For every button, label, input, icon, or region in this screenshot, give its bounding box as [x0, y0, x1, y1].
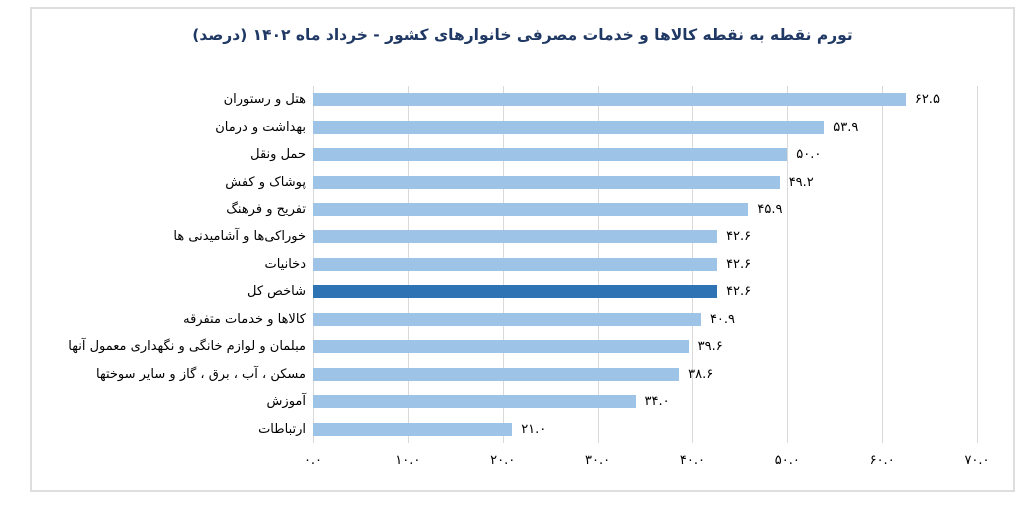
value-label: ۲۱.۰ — [521, 421, 547, 437]
category-label: شاخص کل — [247, 284, 306, 300]
plot-area: ۶۲.۵ ۵۳.۹ ۵۰.۰ ۴۹.۲ ۴۵.۹ ۴۲.۶ ۴۲.۶ ۴۲.۶ ۴۰.۹ ۳۹.۶… — [313, 86, 978, 443]
chart-title: تورم نقطه به نقطه کالاها و خدمات مصرفی خ… — [192, 26, 853, 44]
value-label: ۴۲.۶ — [726, 256, 752, 272]
category-label: بهداشت و درمان — [215, 119, 306, 135]
x-axis: ۰.۰ ۱۰.۰ ۲۰.۰ ۳۰.۰ ۴۰.۰ ۵۰.۰ ۶۰.۰ ۷۰.۰ — [304, 453, 990, 475]
category-label: آموزش — [266, 394, 306, 410]
category-label-row: مسکن ، آب ، برق ، گاز و سایر سوختها — [40, 361, 306, 388]
category-label-row: دخانیات — [40, 251, 306, 278]
bar — [313, 257, 718, 271]
gridline — [787, 86, 789, 443]
bar-row: ۴۲.۶ — [313, 223, 977, 250]
value-label: ۶۲.۵ — [914, 92, 940, 108]
gridline — [882, 86, 884, 443]
gridline — [977, 86, 978, 443]
x-tick-label: ۲۰.۰ — [490, 453, 516, 468]
category-axis: هتل و رستوران بهداشت و درمان حمل ونقل پوشاک… — [40, 86, 306, 443]
category-label: ارتباطات — [258, 421, 306, 437]
x-tick-label: ۴۰.۰ — [679, 453, 705, 468]
bar — [313, 230, 718, 244]
bar-row: ۵۳.۹ — [313, 113, 977, 140]
category-label-row: حمل ونقل — [40, 141, 306, 168]
x-tick-label: ۷۰.۰ — [964, 453, 990, 468]
value-label: ۵۳.۹ — [833, 119, 859, 135]
bar-row: ۶۲.۵ — [313, 86, 977, 113]
bar — [313, 395, 636, 409]
category-label-row: شاخص کل — [40, 278, 306, 305]
category-label: هتل و رستوران — [223, 92, 306, 108]
category-label: پوشاک و کفش — [225, 174, 306, 190]
bar-row: ۴۲.۶ — [313, 278, 977, 305]
value-label: ۵۰.۰ — [796, 147, 822, 163]
value-label: ۴۲.۶ — [726, 229, 752, 245]
value-label: ۴۰.۹ — [709, 311, 736, 327]
bar — [313, 120, 825, 134]
bar-row: ۴۹.۲ — [313, 168, 977, 195]
bar — [313, 93, 906, 107]
category-label-row: ارتباطات — [40, 415, 306, 442]
bar — [313, 367, 680, 381]
category-label: دخانیات — [264, 256, 306, 272]
bar — [313, 148, 788, 162]
x-tick-label: ۱۰.۰ — [395, 453, 421, 468]
bar-row: ۳۸.۶ — [313, 361, 977, 388]
value-label: ۳۹.۶ — [697, 339, 723, 355]
bar-series: ۶۲.۵ ۵۳.۹ ۵۰.۰ ۴۹.۲ ۴۵.۹ ۴۲.۶ ۴۲.۶ ۴۲.۶ ۴۰.۹ ۳۹.۶… — [313, 86, 977, 443]
category-label: کالاها و خدمات متفرقه — [183, 311, 306, 327]
bar-row: ۴۵.۹ — [313, 196, 977, 223]
category-label: خوراکی‌ها و آشامیدنی ها — [173, 229, 306, 245]
category-label-row: هتل و رستوران — [40, 86, 306, 113]
category-label-row: خوراکی‌ها و آشامیدنی ها — [40, 223, 306, 250]
bar — [313, 175, 780, 189]
chart-frame — [30, 7, 1015, 492]
bar — [313, 203, 749, 217]
value-label: ۳۸.۶ — [688, 366, 714, 382]
bar — [313, 422, 513, 436]
x-tick-label: ۵۰.۰ — [774, 453, 800, 468]
category-label: مسکن ، آب ، برق ، گاز و سایر سوختها — [95, 366, 306, 382]
bar-row: ۴۲.۶ — [313, 251, 977, 278]
bar-row: ۳۹.۶ — [313, 333, 977, 360]
category-label-row: پوشاک و کفش — [40, 168, 306, 195]
bar — [313, 340, 689, 354]
category-label: مبلمان و لوازم خانگی و نگهداری معمول آنه… — [68, 339, 306, 355]
bar-row: ۴۰.۹ — [313, 306, 977, 333]
bar-row: ۳۴.۰ — [313, 388, 977, 415]
category-label-row: مبلمان و لوازم خانگی و نگهداری معمول آنه… — [40, 333, 306, 360]
bar-row: ۲۱.۰ — [313, 415, 977, 442]
x-tick-label: ۳۰.۰ — [585, 453, 611, 468]
category-label: تفریح و فرهنگ — [226, 202, 306, 218]
value-label: ۴۹.۲ — [788, 174, 814, 190]
value-label: ۳۴.۰ — [644, 394, 670, 410]
category-label-row: تفریح و فرهنگ — [40, 196, 306, 223]
bar-total-index-highlight — [313, 285, 718, 299]
value-label: ۴۵.۹ — [757, 202, 783, 218]
category-label-row: بهداشت و درمان — [40, 113, 306, 140]
bar — [313, 312, 701, 326]
category-label-row: کالاها و خدمات متفرقه — [40, 306, 306, 333]
category-label: حمل ونقل — [250, 147, 306, 163]
category-label-row: آموزش — [40, 388, 306, 415]
bar-row: ۵۰.۰ — [313, 141, 977, 168]
x-tick-label: ۰.۰ — [303, 453, 323, 468]
value-label: ۴۲.۶ — [726, 284, 752, 300]
x-tick-label: ۶۰.۰ — [869, 453, 895, 468]
